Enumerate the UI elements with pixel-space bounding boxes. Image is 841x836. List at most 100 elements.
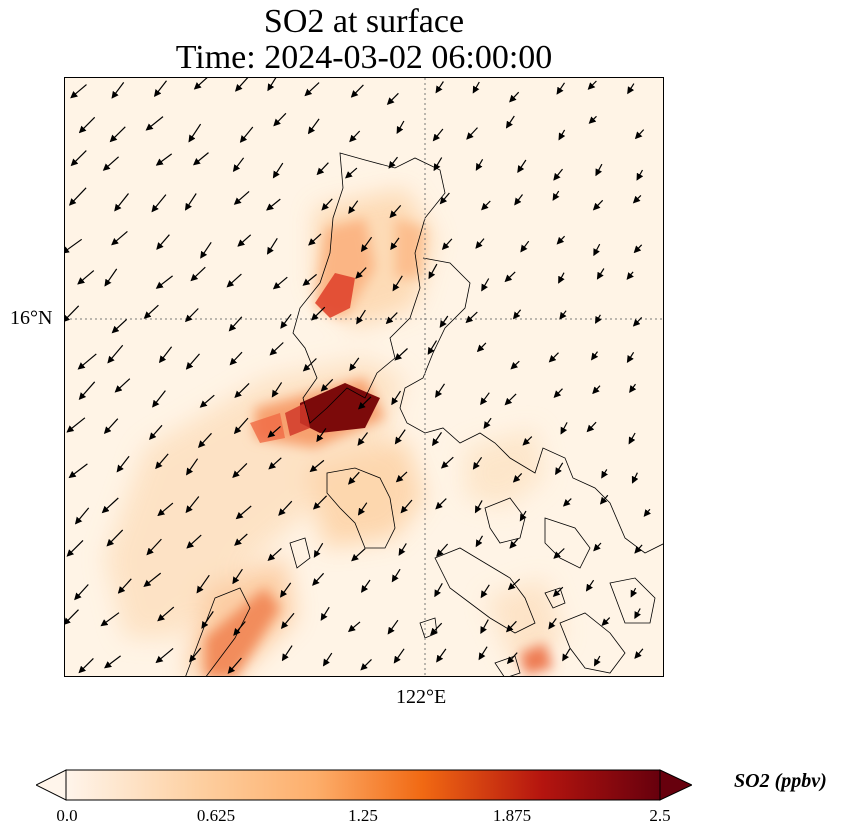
wind-arrow	[232, 157, 245, 173]
wind-arrow	[478, 646, 488, 661]
wind-arrow	[196, 574, 210, 594]
wind-arrow	[627, 83, 635, 95]
wind-arrow	[267, 78, 277, 92]
wind-arrow	[313, 542, 324, 558]
wind-arrow	[350, 84, 364, 98]
wind-arrow	[186, 534, 202, 549]
wind-arrow	[632, 316, 643, 327]
wind-arrow	[201, 611, 214, 629]
wind-arrow	[156, 234, 170, 250]
wind-arrow	[309, 459, 325, 473]
wind-arrow	[281, 645, 293, 662]
wind-arrow	[634, 544, 643, 554]
wind-arrow	[476, 342, 487, 353]
wind-arrow	[585, 579, 595, 592]
wind-arrow	[634, 129, 645, 140]
wind-arrow	[475, 158, 484, 171]
wind-arrow	[192, 152, 209, 166]
wind-arrow	[101, 497, 119, 514]
wind-arrow	[185, 496, 200, 514]
wind-arrow	[146, 538, 162, 556]
wind-arrow	[153, 80, 167, 97]
wind-arrow	[321, 198, 333, 211]
wind-arrow	[102, 156, 119, 171]
wind-arrow	[197, 432, 212, 448]
wind-arrow	[436, 648, 447, 663]
wind-arrow	[483, 417, 492, 429]
wind-arrow	[68, 187, 87, 206]
colorbar-tick-1: 0.625	[196, 806, 236, 825]
wind-arrow	[65, 238, 83, 254]
wind-arrow	[74, 507, 90, 525]
wind-arrow	[104, 268, 118, 287]
wind-arrow	[465, 311, 478, 324]
wind-arrow	[391, 568, 401, 583]
wind-arrow	[226, 273, 242, 288]
wind-arrow	[466, 127, 478, 140]
wind-arrow	[65, 609, 79, 626]
wind-arrow	[558, 272, 565, 284]
wind-arrow	[357, 396, 372, 410]
wind-arrow	[634, 608, 641, 620]
wind-arrow	[302, 358, 317, 372]
wind-arrow	[548, 352, 559, 363]
wind-arrow	[185, 353, 200, 370]
wind-arrow	[505, 620, 517, 633]
wind-arrow	[272, 162, 284, 179]
wind-arrow	[632, 194, 642, 204]
wind-arrow	[440, 456, 454, 469]
wind-arrow	[548, 618, 557, 630]
wind-arrow	[586, 421, 597, 433]
wind-arrow	[519, 510, 527, 522]
wind-arrow	[117, 578, 132, 594]
wind-arrow	[103, 418, 119, 434]
wind-arrow	[634, 648, 644, 659]
wind-arrow	[307, 118, 320, 135]
wind-arrow	[505, 115, 515, 129]
wind-arrow	[480, 619, 489, 635]
colorbar	[36, 769, 692, 801]
wind-arrow	[559, 310, 567, 320]
wind-arrow	[68, 463, 88, 479]
wind-arrow	[432, 128, 444, 142]
wind-arrow	[439, 315, 449, 328]
wind-arrow	[517, 159, 527, 173]
wind-arrow	[504, 393, 517, 406]
wind-arrow	[234, 78, 249, 92]
wind-arrow	[593, 243, 601, 257]
colorbar-gradient	[65, 769, 661, 801]
wind-arrow	[186, 458, 199, 476]
colorbar-label: SO2 (ppbv)	[734, 770, 827, 792]
wind-arrow	[78, 657, 94, 674]
wind-arrow	[200, 241, 212, 259]
wind-arrow	[235, 505, 252, 520]
wind-arrow	[155, 453, 169, 470]
wind-arrow	[395, 471, 408, 483]
wind-arrow	[188, 123, 202, 143]
wind-arrow	[643, 508, 651, 517]
so2-map	[64, 77, 664, 677]
wind-arrow	[392, 275, 403, 292]
wind-arrow	[396, 120, 405, 134]
wind-arrow	[322, 652, 333, 667]
wind-arrow	[387, 619, 399, 635]
wind-arrow	[357, 432, 368, 446]
wind-arrow	[199, 394, 215, 408]
wind-arrow	[355, 267, 367, 279]
colorbar-tick-2: 1.25	[348, 806, 378, 825]
wind-arrow	[273, 112, 287, 127]
wind-arrow	[596, 268, 605, 280]
wind-arrow	[553, 168, 563, 181]
wind-arrow	[111, 82, 125, 99]
wind-arrow	[588, 115, 597, 124]
wind-arrow	[66, 539, 84, 557]
wind-arrow	[70, 150, 87, 167]
wind-arrow	[398, 543, 407, 556]
wind-arrow	[436, 543, 449, 557]
wind-arrow	[78, 381, 96, 401]
wind-arrow	[232, 462, 248, 479]
wind-arrow	[74, 584, 89, 601]
wind-arrow	[111, 230, 128, 246]
wind-arrow	[394, 429, 406, 445]
wind-arrow	[400, 499, 413, 514]
